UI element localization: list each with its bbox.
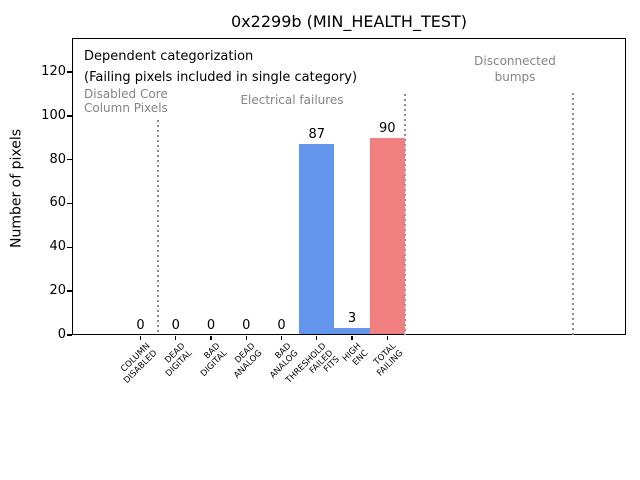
x-tick-mark	[316, 336, 318, 340]
x-tick-mark	[351, 336, 353, 340]
x-tick-mark	[386, 336, 388, 340]
y-tick-label: 60	[49, 195, 66, 211]
region-separator-line	[572, 93, 575, 335]
chart-title: 0x2299b (MIN_HEALTH_TEST)	[231, 12, 467, 31]
bar-value-label-dead-analog: 0	[242, 318, 251, 333]
x-tick-mark	[139, 336, 142, 340]
bar-threshold-failed-fits	[299, 144, 335, 334]
bar-value-label-column-disabled: 0	[136, 318, 145, 333]
bar-high-enc	[334, 328, 370, 334]
annotation-region-disabled-core-line2: Column Pixels	[84, 100, 168, 115]
bar-value-label-dead-digital: 0	[171, 318, 180, 333]
x-tick-mark	[210, 336, 212, 340]
y-tick-mark	[67, 290, 72, 292]
plot-area	[72, 38, 626, 335]
y-tick-label: 20	[49, 283, 66, 299]
y-tick-mark	[67, 246, 72, 248]
annotation-region-disconnected-bumps-line2: bumps	[494, 69, 536, 84]
annotation-region-disconnected-bumps-line1: Disconnected	[474, 54, 556, 68]
bar-total-failing	[369, 137, 405, 334]
bar-value-label-threshold-failed-fits: 87	[308, 127, 326, 143]
annotation-region-electrical-failures: Electrical failures	[240, 93, 344, 107]
region-separator-line	[157, 120, 160, 335]
y-tick-label: 0	[57, 327, 66, 342]
annotation-region-disconnected-bumps: Disconnected bumps	[455, 54, 575, 85]
bar-value-label-bad-digital: 0	[206, 318, 216, 333]
y-axis-label: Number of pixels	[8, 128, 25, 249]
annotation-region-disabled-core: Disabled Core Column Pixels	[84, 87, 168, 115]
y-tick-mark	[67, 202, 72, 205]
y-tick-label: 40	[49, 239, 66, 255]
bar-value-label-high-enc: 3	[347, 311, 357, 327]
y-tick-label: 80	[49, 151, 66, 167]
y-tick-mark	[67, 71, 72, 73]
x-tick-mark	[175, 336, 177, 340]
annotation-region-disabled-core-line1: Disabled Core	[84, 87, 168, 101]
y-tick-mark	[67, 115, 72, 117]
bar-value-label-total-failing: 90	[378, 120, 396, 136]
y-tick-mark	[67, 334, 72, 336]
annotation-dependent-note: (Failing pixels included in single categ…	[84, 70, 358, 85]
y-tick-label: 120	[41, 63, 66, 79]
y-tick-mark	[67, 158, 72, 161]
y-tick-label: 100	[41, 107, 66, 123]
annotation-dependent-categorization: Dependent categorization	[84, 49, 254, 64]
x-tick-mark	[245, 336, 247, 340]
x-tick-mark	[280, 336, 283, 340]
region-separator-line	[403, 94, 406, 335]
bar-value-label-bad-analog: 0	[277, 318, 286, 333]
